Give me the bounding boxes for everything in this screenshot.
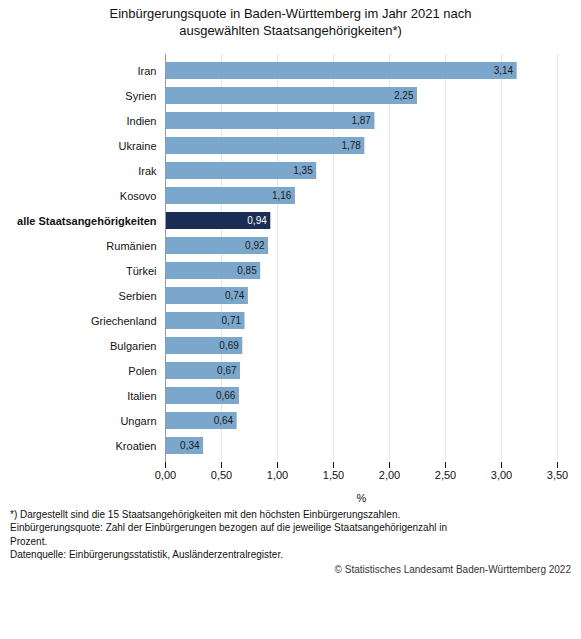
svg-text:Türkei: Türkei bbox=[126, 264, 157, 276]
html-text:*) Dargestellt sind die 15 Sta: *) Dargestellt sind die 15 Staatsangehör… bbox=[10, 508, 447, 561]
svg-text:Italien: Italien bbox=[127, 389, 156, 401]
svg-text:2,00: 2,00 bbox=[379, 469, 400, 481]
svg-text:Kroatien: Kroatien bbox=[116, 439, 157, 451]
svg-text:1,35: 1,35 bbox=[293, 165, 313, 176]
svg-text:1,78: 1,78 bbox=[341, 140, 361, 151]
svg-text:Serbien: Serbien bbox=[119, 289, 157, 301]
svg-text:0,64: 0,64 bbox=[214, 415, 234, 426]
svg-text:1,00: 1,00 bbox=[267, 469, 288, 481]
html-text:Einbürgerungsquote in Baden-Wü: Einbürgerungsquote in Baden-Württemberg … bbox=[109, 6, 472, 38]
svg-text:1,50: 1,50 bbox=[323, 469, 344, 481]
svg-text:3,00: 3,00 bbox=[491, 469, 512, 481]
svg-text:0,69: 0,69 bbox=[219, 340, 239, 351]
svg-text:0,74: 0,74 bbox=[225, 290, 245, 301]
svg-text:0,94: 0,94 bbox=[247, 215, 267, 226]
svg-text:2,50: 2,50 bbox=[435, 469, 456, 481]
svg-text:0,67: 0,67 bbox=[217, 365, 237, 376]
svg-text:Polen: Polen bbox=[128, 364, 156, 376]
svg-text:%: % bbox=[357, 491, 367, 503]
html-text:© Statistisches Landesamt Bade: © Statistisches Landesamt Baden-Württemb… bbox=[334, 563, 571, 575]
svg-text:Ungarn: Ungarn bbox=[120, 414, 156, 426]
svg-text:0,66: 0,66 bbox=[216, 390, 236, 401]
svg-text:Griechenland: Griechenland bbox=[91, 314, 156, 326]
svg-text:1,16: 1,16 bbox=[272, 190, 292, 201]
svg-text:0,34: 0,34 bbox=[180, 440, 200, 451]
svg-text:Irak: Irak bbox=[138, 164, 157, 176]
svg-text:0,50: 0,50 bbox=[211, 469, 232, 481]
svg-text:2,25: 2,25 bbox=[394, 90, 414, 101]
svg-text:Ukraine: Ukraine bbox=[119, 139, 157, 151]
svg-text:Indien: Indien bbox=[127, 114, 157, 126]
svg-text:1,87: 1,87 bbox=[351, 115, 371, 126]
svg-text:0,92: 0,92 bbox=[245, 240, 265, 251]
svg-text:0,85: 0,85 bbox=[237, 265, 257, 276]
svg-text:3,50: 3,50 bbox=[547, 469, 568, 481]
svg-text:3,14: 3,14 bbox=[494, 65, 514, 76]
svg-text:alle Staatsangehörigkeiten: alle Staatsangehörigkeiten bbox=[17, 214, 157, 226]
svg-text:Bulgarien: Bulgarien bbox=[110, 339, 156, 351]
svg-text:Kosovo: Kosovo bbox=[120, 189, 157, 201]
svg-text:0,00: 0,00 bbox=[155, 469, 176, 481]
svg-text:0,71: 0,71 bbox=[222, 315, 242, 326]
svg-text:Syrien: Syrien bbox=[125, 89, 156, 101]
svg-text:Iran: Iran bbox=[138, 64, 157, 76]
svg-text:Rumänien: Rumänien bbox=[106, 239, 156, 251]
